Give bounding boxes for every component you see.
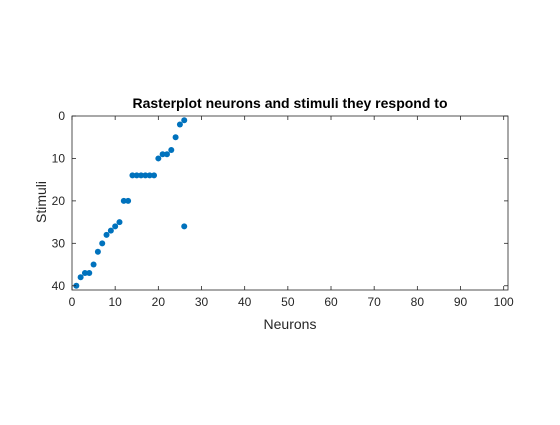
data-point bbox=[81, 270, 88, 277]
x-tick-label: 10 bbox=[108, 295, 122, 309]
data-point bbox=[133, 172, 140, 179]
data-point bbox=[94, 248, 101, 255]
data-point bbox=[99, 240, 106, 247]
data-point bbox=[112, 223, 119, 230]
data-point bbox=[77, 274, 84, 281]
y-tick-label: 40 bbox=[52, 279, 66, 293]
data-point bbox=[181, 117, 188, 124]
data-point bbox=[129, 172, 136, 179]
data-point bbox=[90, 261, 97, 268]
y-tick-label: 10 bbox=[52, 151, 66, 165]
y-tick-label: 0 bbox=[58, 109, 65, 123]
data-point bbox=[163, 151, 170, 158]
x-tick-label: 80 bbox=[411, 295, 425, 309]
data-point bbox=[142, 172, 149, 179]
data-point bbox=[155, 155, 162, 162]
data-point bbox=[181, 223, 188, 230]
data-point bbox=[73, 282, 80, 289]
x-tick-label: 60 bbox=[324, 295, 338, 309]
plot-background bbox=[72, 116, 508, 290]
axes: 0 10 20 30 40 50 60 70 80 90 100 0 10 20 30 40 bbox=[52, 109, 514, 309]
data-point bbox=[116, 219, 123, 226]
x-tick-label: 20 bbox=[152, 295, 166, 309]
data-point bbox=[103, 231, 110, 238]
x-tick-label: 0 bbox=[69, 295, 76, 309]
plot-area bbox=[72, 116, 508, 290]
y-tick-label: 20 bbox=[52, 194, 66, 208]
x-tick-label: 50 bbox=[281, 295, 295, 309]
axes-box bbox=[71, 115, 509, 291]
x-tick-label: 90 bbox=[454, 295, 468, 309]
data-point bbox=[138, 172, 145, 179]
data-point bbox=[107, 227, 114, 234]
data-point bbox=[168, 146, 175, 153]
data-point bbox=[151, 172, 158, 179]
data-point bbox=[159, 151, 166, 158]
data-point bbox=[86, 270, 93, 277]
y-tick-label: 30 bbox=[52, 236, 66, 250]
data-points bbox=[73, 117, 188, 289]
y-axis-label: Stimuli bbox=[33, 181, 49, 223]
data-point bbox=[125, 197, 132, 204]
x-tick-label: 40 bbox=[238, 295, 252, 309]
data-point bbox=[120, 197, 127, 204]
x-axis-label: Neurons bbox=[264, 316, 317, 332]
chart-title: Rasterplot neurons and stimuli they resp… bbox=[132, 95, 447, 111]
data-point bbox=[172, 134, 179, 141]
x-tick-label: 70 bbox=[367, 295, 381, 309]
data-point bbox=[146, 172, 153, 179]
data-point bbox=[176, 121, 183, 128]
x-tick-label: 30 bbox=[195, 295, 209, 309]
x-tick-label: 100 bbox=[494, 295, 514, 309]
